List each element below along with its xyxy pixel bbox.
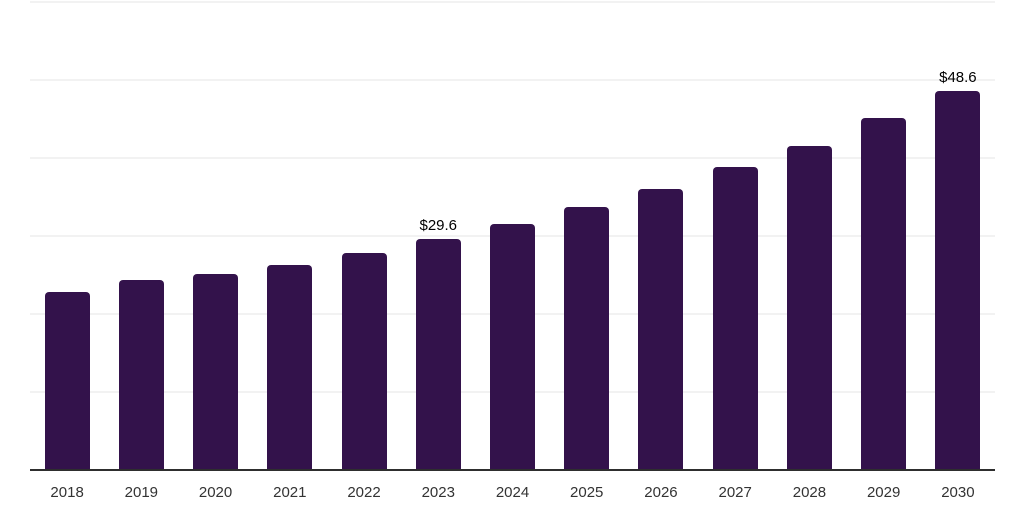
gridline-60 (30, 1, 995, 3)
bar-2023 (415, 239, 461, 470)
x-tick-label-2024: 2024 (495, 484, 530, 501)
gridline-50 (30, 79, 995, 81)
x-tick-label-2023: 2023 (421, 484, 455, 501)
bar-2030 (935, 90, 981, 470)
x-tick-label-2018: 2018 (50, 484, 84, 501)
bar-2025 (564, 207, 610, 470)
x-tick-label-2026: 2026 (644, 484, 678, 501)
x-tick-label-2019: 2019 (124, 484, 159, 501)
x-tick-label-2030: 2030 (941, 484, 975, 501)
bar-2027 (712, 167, 758, 470)
bar-2020 (193, 274, 239, 470)
bar-2026 (638, 189, 684, 470)
x-tick-label-2022: 2022 (347, 484, 381, 501)
data-label-2030: $48.6 (939, 68, 977, 86)
x-tick-label-2020: 2020 (198, 484, 233, 501)
bar-2029 (861, 118, 907, 470)
bar-2024 (490, 224, 535, 470)
bar-2018 (44, 292, 90, 470)
bar-2019 (118, 279, 164, 470)
bar-2022 (341, 253, 387, 470)
bar-2028 (786, 145, 832, 470)
x-axis-line (30, 469, 995, 471)
x-tick-label-2029: 2029 (866, 484, 901, 501)
x-tick-label-2027: 2027 (718, 484, 752, 501)
x-tick-label-2021: 2021 (273, 484, 307, 501)
x-tick-label-2028: 2028 (792, 484, 827, 501)
gridline-40 (30, 157, 995, 159)
data-label-2023: $29.6 (419, 217, 458, 235)
x-tick-label-2025: 2025 (570, 484, 604, 501)
bar-2021 (267, 264, 313, 470)
